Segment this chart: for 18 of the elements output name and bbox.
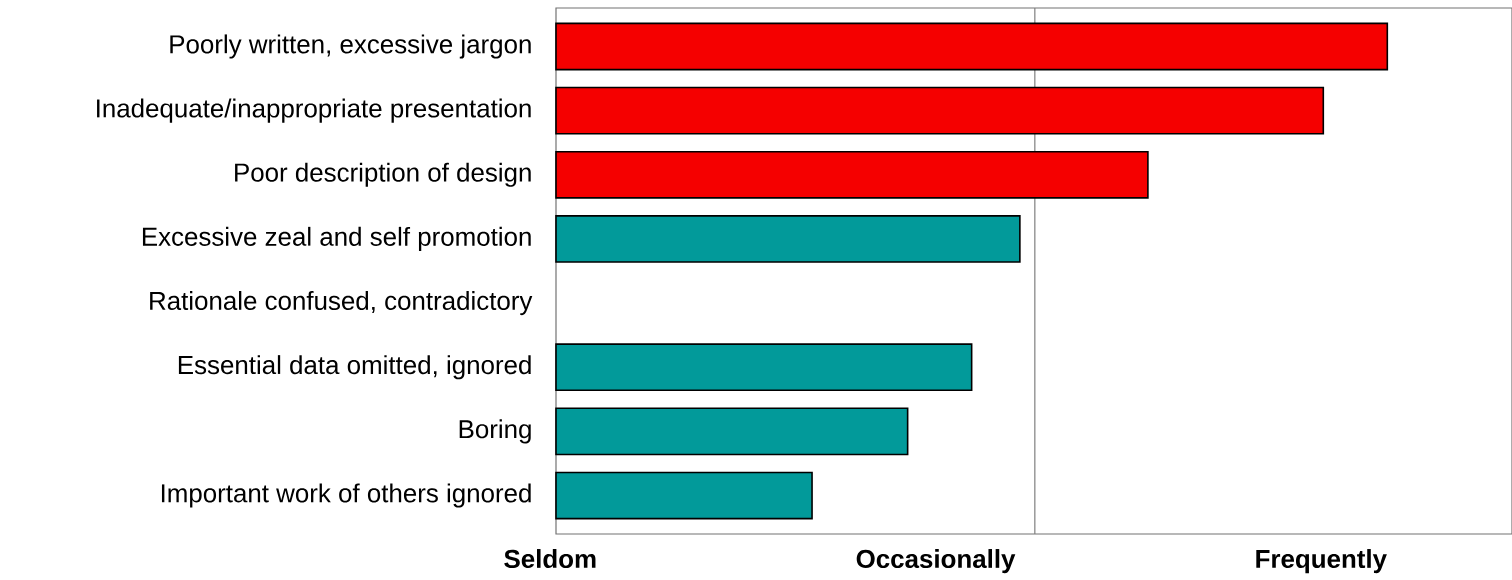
bar bbox=[555, 86, 1325, 135]
y-tick-label: Important work of others ignored bbox=[161, 483, 531, 508]
y-tick-label: Rationale confused, contradictory bbox=[150, 291, 533, 316]
y-tick-label: Poorly written, excessive jargon bbox=[170, 34, 531, 59]
bar bbox=[555, 150, 1149, 199]
text: Frequently bbox=[1256, 549, 1387, 574]
y-tick-label: Boring bbox=[459, 419, 531, 444]
text: Occasionally bbox=[856, 549, 1016, 574]
text: Seldom bbox=[504, 549, 596, 569]
y-tick-label: Essential data omitted, ignored bbox=[178, 355, 531, 380]
y-tick-label: Excessive zeal and self promotion bbox=[142, 226, 531, 252]
bar bbox=[555, 407, 909, 456]
bar bbox=[555, 471, 813, 520]
bar bbox=[555, 22, 1389, 71]
bar bbox=[555, 215, 1021, 263]
bar bbox=[555, 343, 973, 392]
y-tick-label: Inadequate/inappropriate presentation bbox=[97, 98, 531, 123]
y-tick-label: Poor description of design bbox=[235, 162, 531, 187]
